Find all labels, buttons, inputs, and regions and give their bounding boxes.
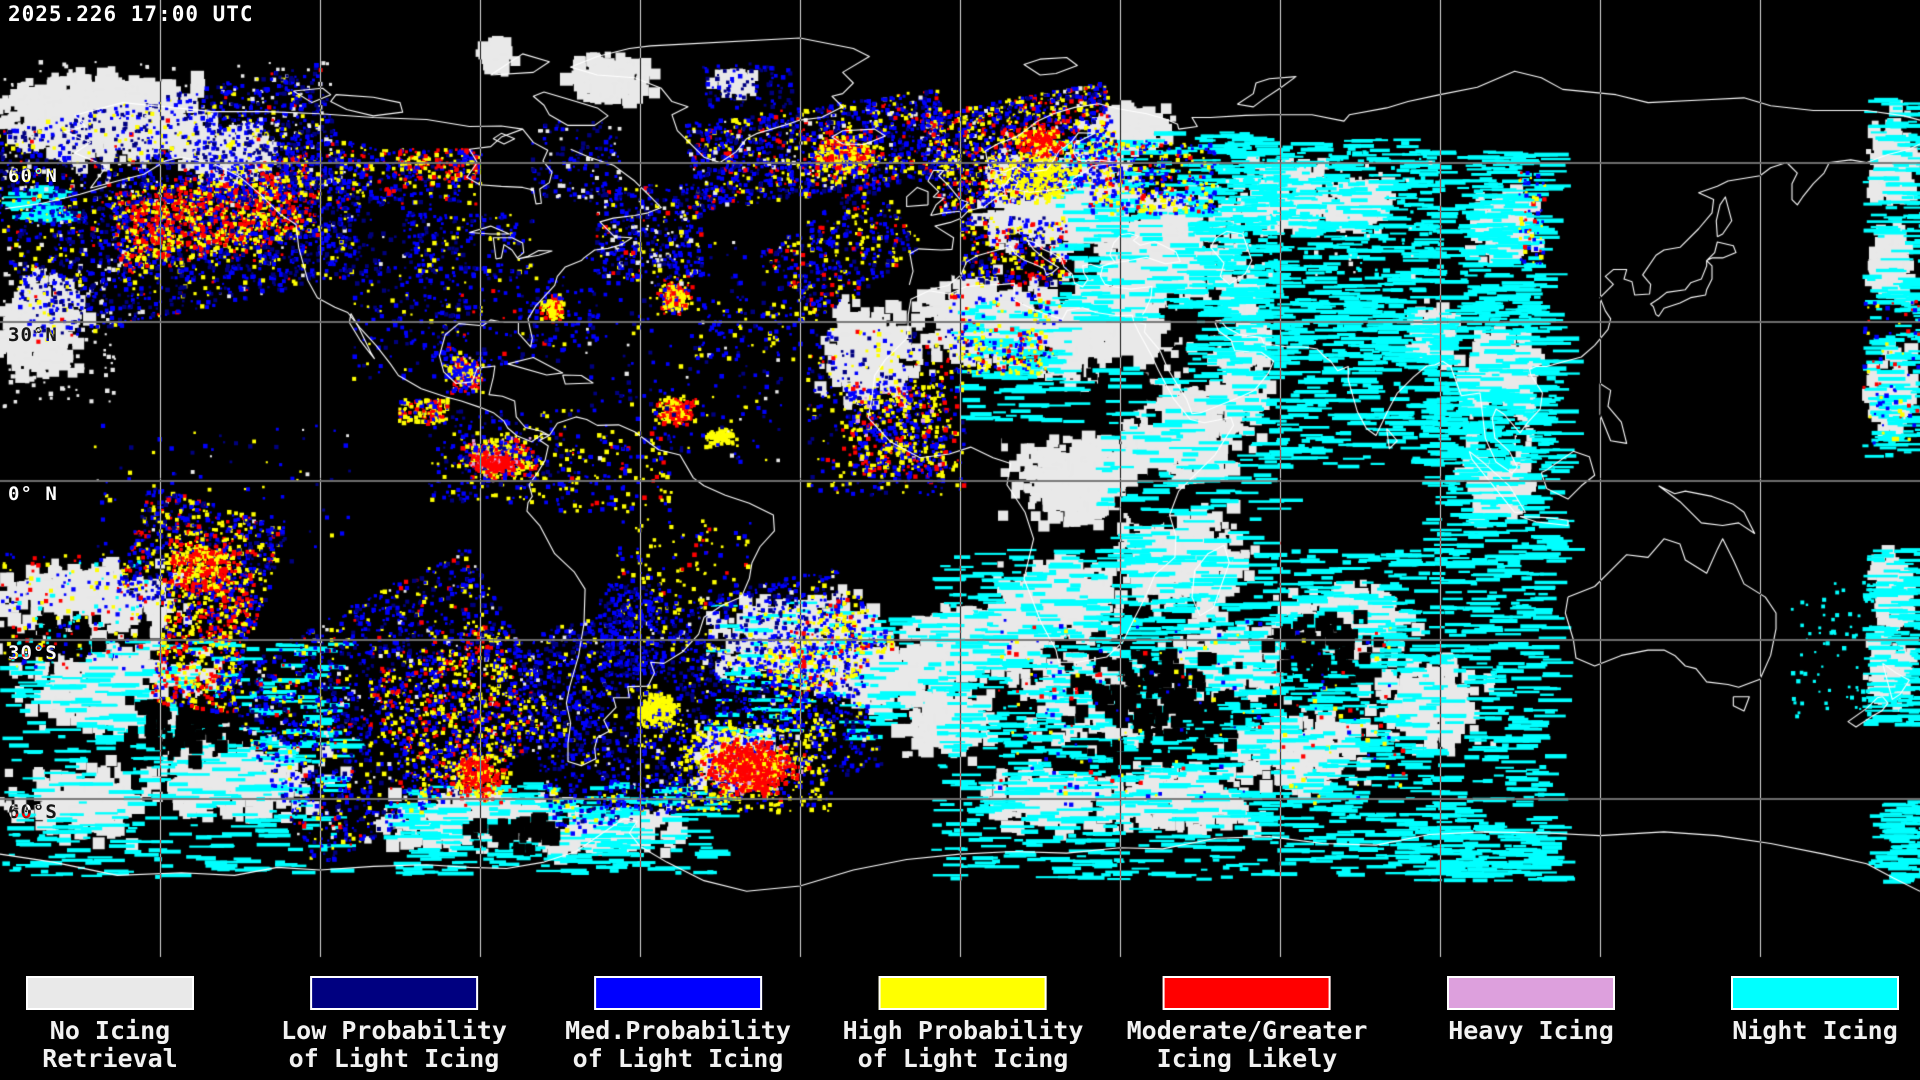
legend-bar: No Icing Retrieval Low Probability of Lig… xyxy=(0,958,1920,1080)
legend-item-high-prob-light-icing: High Probability of Light Icing xyxy=(842,976,1084,1073)
legend-swatch-heavy-icing xyxy=(1447,976,1615,1010)
legend-item-heavy-icing: Heavy Icing xyxy=(1447,976,1615,1045)
world-icing-map-canvas xyxy=(0,0,1920,958)
legend-label-heavy-icing: Heavy Icing xyxy=(1448,1016,1614,1045)
legend-swatch-no-icing-retrieval xyxy=(26,976,194,1010)
latitude-label-60S: 60°S xyxy=(8,801,58,823)
legend-swatch-med-prob-light-icing xyxy=(594,976,762,1010)
legend-item-night-icing: Night Icing xyxy=(1731,976,1899,1045)
legend-swatch-low-prob-light-icing xyxy=(310,976,478,1010)
legend-label-no-icing-retrieval: No Icing Retrieval xyxy=(42,1016,178,1073)
legend-item-low-prob-light-icing: Low Probability of Light Icing xyxy=(281,976,507,1073)
legend-label-med-prob-light-icing: Med.Probability of Light Icing xyxy=(565,1016,791,1073)
legend-swatch-night-icing xyxy=(1731,976,1899,1010)
legend-label-moderate-greater-icing: Moderate/Greater Icing Likely xyxy=(1126,1016,1368,1073)
latitude-label-0N: 0° N xyxy=(8,483,58,505)
latitude-label-30N: 30°N xyxy=(8,324,58,346)
legend-label-night-icing: Night Icing xyxy=(1732,1016,1898,1045)
legend-label-low-prob-light-icing: Low Probability of Light Icing xyxy=(281,1016,507,1073)
legend-item-med-prob-light-icing: Med.Probability of Light Icing xyxy=(565,976,791,1073)
legend-item-no-icing-retrieval: No Icing Retrieval xyxy=(26,976,194,1073)
latitude-label-30S: 30°S xyxy=(8,642,58,664)
timestamp-label: 2025.226 17:00 UTC xyxy=(8,2,254,26)
legend-item-moderate-greater-icing: Moderate/Greater Icing Likely xyxy=(1126,976,1368,1073)
legend-swatch-high-prob-light-icing xyxy=(878,976,1047,1010)
latitude-label-60N: 60°N xyxy=(8,165,58,187)
legend-label-high-prob-light-icing: High Probability of Light Icing xyxy=(842,1016,1084,1073)
legend-swatch-moderate-greater-icing xyxy=(1162,976,1331,1010)
